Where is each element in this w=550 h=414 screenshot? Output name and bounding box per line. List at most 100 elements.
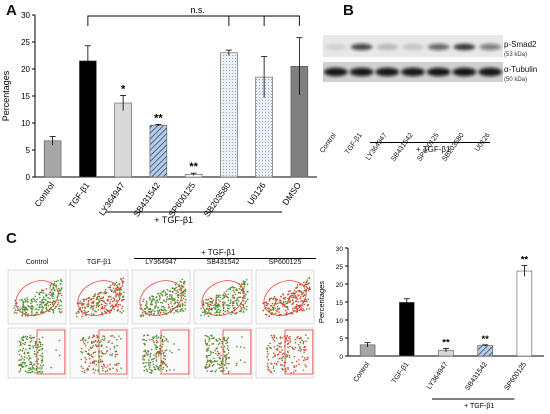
event-dot xyxy=(143,335,145,337)
event-dot xyxy=(142,358,144,361)
event-dot xyxy=(281,353,284,355)
event-dot xyxy=(60,301,63,303)
event-dot xyxy=(34,308,36,310)
event-dot xyxy=(14,309,17,311)
event-dot xyxy=(26,297,29,299)
event-dot xyxy=(80,339,82,342)
event-dot xyxy=(264,301,266,304)
panel-label-b: B xyxy=(343,2,354,19)
event-dot xyxy=(224,295,227,298)
y-tick-label: 10 xyxy=(336,318,344,325)
event-dot xyxy=(165,349,168,351)
event-dot xyxy=(95,310,97,313)
event-dot xyxy=(100,365,103,368)
event-dot xyxy=(92,361,95,364)
event-dot xyxy=(302,341,305,343)
event-dot xyxy=(109,353,111,356)
event-dot xyxy=(297,335,299,338)
event-dot xyxy=(98,351,100,354)
event-dot xyxy=(162,305,165,308)
event-dot xyxy=(281,364,284,366)
event-dot xyxy=(184,308,187,310)
event-dot xyxy=(35,308,38,310)
event-dot xyxy=(242,304,245,306)
event-dot xyxy=(304,364,307,366)
event-dot xyxy=(27,352,29,354)
event-dot xyxy=(161,346,164,348)
event-dot xyxy=(41,352,44,355)
event-dot xyxy=(160,292,162,295)
event-dot xyxy=(206,356,208,359)
x-tick-label: U0126 xyxy=(245,180,268,206)
event-dot xyxy=(301,339,303,342)
event-dot xyxy=(38,338,41,341)
event-dot xyxy=(19,344,21,347)
event-dot xyxy=(303,348,305,351)
event-dot xyxy=(60,304,62,307)
event-dot xyxy=(230,299,232,301)
event-dot xyxy=(215,369,218,371)
event-dot xyxy=(161,294,164,297)
event-dot xyxy=(221,358,224,361)
event-dot xyxy=(39,345,42,348)
event-dot xyxy=(94,344,97,346)
event-dot xyxy=(308,282,310,284)
event-dot xyxy=(88,349,90,351)
event-dot xyxy=(159,311,162,314)
event-dot xyxy=(242,306,245,309)
event-dot xyxy=(143,362,145,364)
event-dot xyxy=(302,369,305,372)
event-dot xyxy=(146,354,148,356)
event-dot xyxy=(90,353,93,356)
x-tick-label: SP600125 xyxy=(504,361,529,392)
event-dot xyxy=(24,365,27,367)
event-dot xyxy=(166,289,168,291)
event-dot xyxy=(293,355,296,358)
event-dot xyxy=(235,303,238,305)
event-dot xyxy=(49,301,52,304)
event-dot xyxy=(228,370,230,373)
event-dot xyxy=(271,309,274,311)
wb-group-label: + TGF-β1 xyxy=(416,145,451,154)
event-dot xyxy=(279,302,282,304)
event-dot xyxy=(206,307,208,310)
event-dot xyxy=(216,350,219,353)
event-dot xyxy=(143,369,146,372)
event-dot xyxy=(299,341,302,344)
event-dot xyxy=(207,336,209,338)
event-dot xyxy=(290,292,293,295)
event-dot xyxy=(240,307,243,309)
event-dot xyxy=(99,341,101,344)
event-dot xyxy=(205,308,207,311)
event-dot xyxy=(80,358,83,361)
event-dot xyxy=(166,298,168,301)
event-dot xyxy=(41,336,44,339)
event-dot xyxy=(143,343,146,346)
event-dot xyxy=(18,363,21,366)
event-dot xyxy=(156,350,159,353)
event-dot xyxy=(97,305,100,308)
event-dot xyxy=(244,361,246,364)
event-dot xyxy=(272,306,275,309)
event-dot xyxy=(157,353,160,355)
event-dot xyxy=(86,303,88,306)
positive-gate-box xyxy=(222,329,252,375)
event-dot xyxy=(207,304,209,307)
event-dot xyxy=(157,306,159,309)
event-dot xyxy=(122,295,125,298)
event-dot xyxy=(171,299,174,302)
event-dot xyxy=(149,352,152,355)
event-dot xyxy=(289,338,291,340)
event-dot xyxy=(165,300,167,303)
event-dot xyxy=(236,345,238,348)
event-dot xyxy=(42,292,45,294)
event-dot xyxy=(285,370,287,373)
event-dot xyxy=(271,336,274,339)
event-dot xyxy=(161,291,163,293)
event-dot xyxy=(236,289,239,292)
event-dot xyxy=(232,304,234,307)
event-dot xyxy=(222,337,225,340)
tubulin-band xyxy=(401,67,425,77)
event-dot xyxy=(25,307,28,310)
event-dot xyxy=(35,300,38,303)
